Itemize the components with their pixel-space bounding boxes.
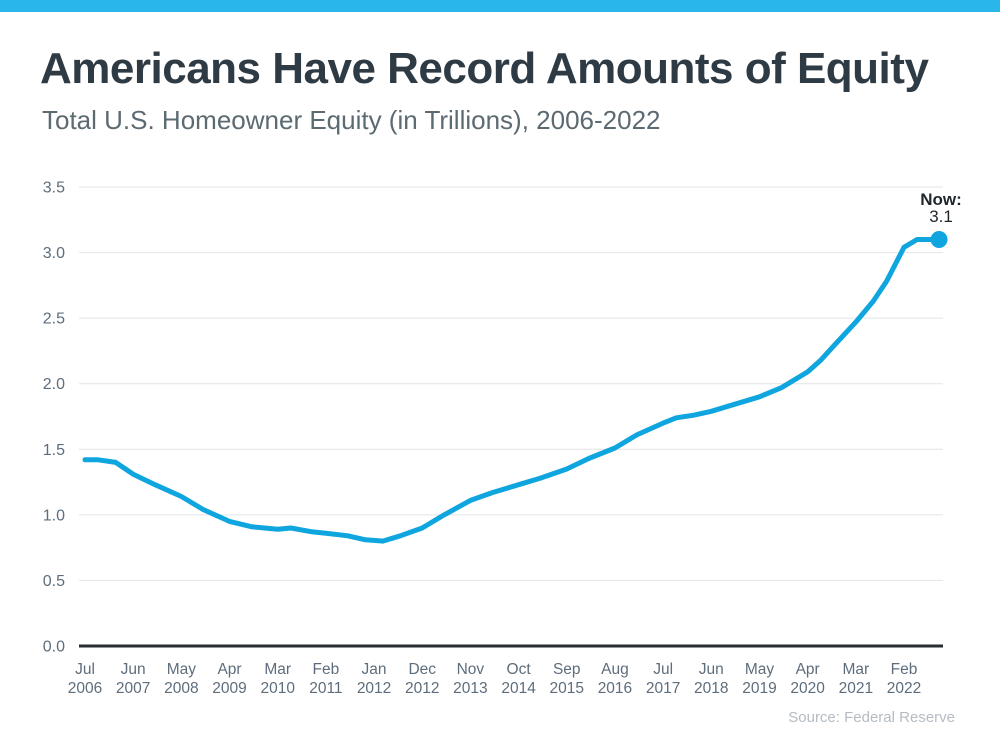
- x-axis-label-year: 2012: [405, 680, 439, 697]
- x-axis-label-year: 2018: [694, 680, 728, 697]
- now-annotation-value: 3.1: [929, 207, 953, 226]
- x-axis-label-year: 2007: [116, 680, 150, 697]
- source-credit: Source: Federal Reserve: [788, 709, 955, 726]
- now-annotation-label: Now:: [920, 190, 962, 209]
- y-axis-label: 3.5: [43, 180, 65, 197]
- x-axis-label-year: 2017: [646, 680, 680, 697]
- x-axis-label-year: 2014: [501, 680, 536, 697]
- equity-line: [82, 237, 942, 544]
- y-axis-label: 0.5: [43, 573, 65, 590]
- x-axis-label-year: 2008: [164, 680, 198, 697]
- y-axis-label: 0.0: [43, 639, 65, 656]
- x-axis-label-month: Feb: [891, 661, 918, 678]
- x-axis-label-month: Aug: [601, 661, 629, 678]
- y-axis-label: 2.5: [43, 311, 65, 328]
- x-axis-label-month: Mar: [842, 661, 869, 678]
- y-axis-label: 1.0: [43, 507, 65, 524]
- x-axis-label-month: May: [745, 661, 775, 678]
- x-axis-label-year: 2016: [598, 680, 632, 697]
- x-axis-label-month: Apr: [796, 661, 820, 678]
- chart-subtitle: Total U.S. Homeowner Equity (in Trillion…: [42, 105, 661, 135]
- x-axis-label-month: Jun: [699, 661, 724, 678]
- x-axis-label-month: Jul: [75, 661, 95, 678]
- x-axis-label-year: 2019: [742, 680, 776, 697]
- x-axis-label-year: 2021: [839, 680, 873, 697]
- x-axis-label-month: Feb: [313, 661, 340, 678]
- chart-title: Americans Have Record Amounts of Equity: [40, 44, 929, 93]
- x-axis-label-month: Mar: [264, 661, 291, 678]
- x-axis-label-month: Apr: [217, 661, 241, 678]
- x-axis-label-year: 2015: [550, 680, 584, 697]
- x-axis-label-month: Sep: [553, 661, 581, 678]
- x-axis-label-year: 2010: [260, 680, 295, 697]
- x-axis-label-month: Oct: [507, 661, 532, 678]
- brand-topbar: [0, 0, 1000, 12]
- x-axis-label-month: Nov: [457, 661, 485, 678]
- x-axis-label-month: Jul: [653, 661, 673, 678]
- x-axis-label-month: Jun: [121, 661, 146, 678]
- x-axis-label-month: Dec: [408, 661, 436, 678]
- x-axis-label-month: Jan: [362, 661, 387, 678]
- x-axis-label-year: 2012: [357, 680, 391, 697]
- now-marker-dot: [930, 230, 948, 248]
- x-axis-label-year: 2009: [212, 680, 246, 697]
- x-axis-label-year: 2022: [887, 680, 921, 697]
- x-axis-label-year: 2011: [309, 680, 342, 697]
- x-axis-label-year: 2006: [68, 680, 102, 697]
- x-axis-label-month: May: [167, 661, 197, 678]
- y-axis-label: 3.0: [43, 245, 65, 262]
- y-axis-label: 2.0: [43, 376, 65, 393]
- x-axis-label-year: 2013: [453, 680, 487, 697]
- y-axis-label: 1.5: [43, 442, 65, 459]
- x-axis-label-year: 2020: [790, 680, 825, 697]
